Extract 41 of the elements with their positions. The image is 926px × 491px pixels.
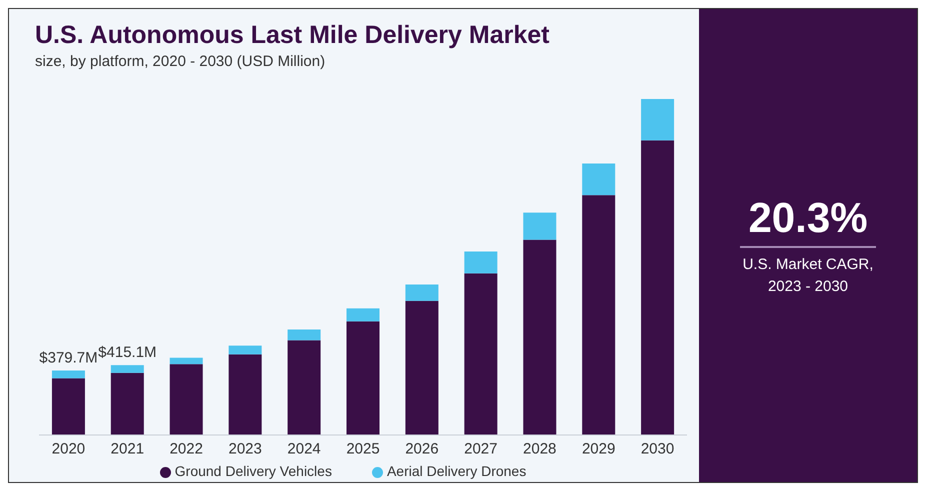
bar [523,240,556,435]
bar [170,358,203,364]
legend-label: Aerial Delivery Drones [386,463,526,479]
legend-label: Ground Delivery Vehicles [174,463,332,479]
x-tick-label: 2022 [170,440,203,458]
x-tick-label: 2020 [52,440,86,458]
bar [582,195,616,435]
bar [288,340,321,435]
x-tick-label: 2026 [405,440,439,458]
bar [582,164,616,196]
x-tick-label: 2025 [346,440,380,458]
bar [641,140,674,435]
bar [110,365,144,373]
bar [170,364,203,435]
bar [228,346,262,354]
chart-title: U.S. Autonomous Last Mile Delivery Market [35,21,550,50]
text: U.S. Market CAGR, 2023 - 2030 [742,254,874,296]
chart-subtitle: size, by platform, 2020 - 2030 (USD Million) [35,53,326,70]
bar [110,372,144,435]
bar [464,273,498,435]
bar [228,354,262,435]
bar [288,329,321,340]
bar [405,284,438,301]
bar [523,212,556,240]
bar [641,99,674,140]
x-tick-label: 2021 [110,440,144,458]
bar [52,378,85,435]
bar [405,300,438,435]
x-tick-label: 2027 [464,440,498,458]
x-tick-label: 2028 [523,440,556,458]
bar [346,321,380,435]
x-tick-label: 2023 [228,440,262,458]
text: 20.3% [740,194,876,248]
bar [464,252,498,274]
bar [52,370,85,378]
x-tick-label: 2029 [582,440,616,458]
bar [346,308,380,322]
annotation: $379.7M [39,349,98,366]
x-tick-label: 2030 [640,440,674,458]
annotation: $415.1M [98,344,157,362]
x-tick-label: 2024 [287,440,321,458]
